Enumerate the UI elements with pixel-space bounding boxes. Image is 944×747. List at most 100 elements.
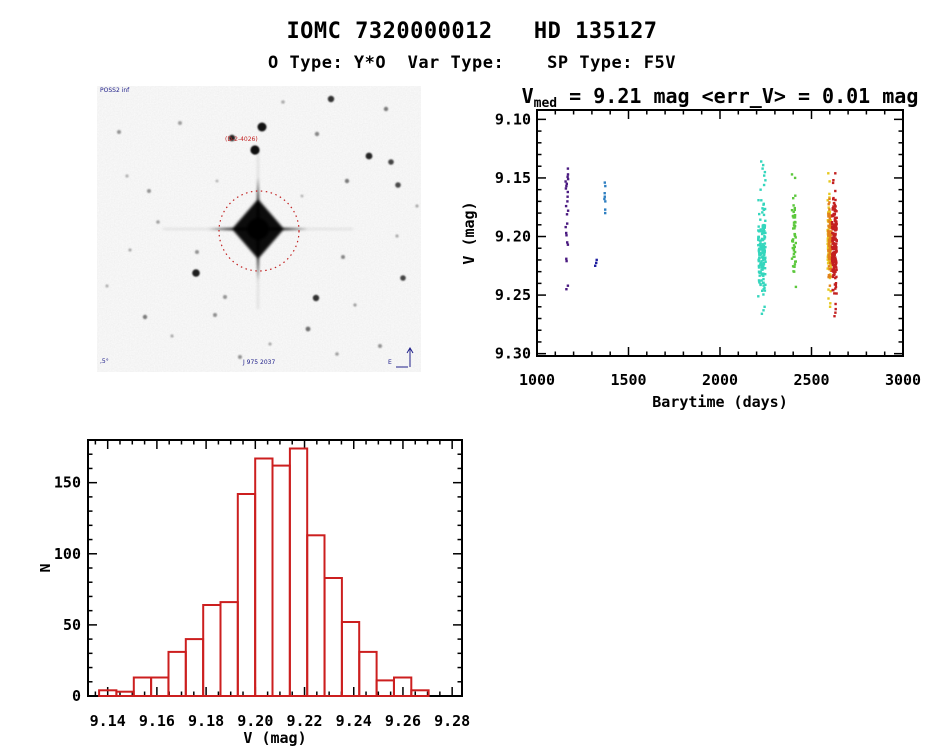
data-point (831, 255, 834, 258)
data-point (829, 247, 832, 250)
data-point (761, 243, 764, 246)
data-point (791, 238, 795, 241)
data-point (828, 241, 831, 244)
data-point (827, 254, 831, 257)
star (383, 106, 389, 112)
data-point (828, 262, 832, 265)
data-point (759, 188, 762, 191)
data-point (831, 268, 834, 272)
sky-image (97, 86, 421, 372)
data-point (763, 256, 767, 260)
data-point (833, 256, 836, 260)
data-point (826, 267, 829, 270)
star (335, 352, 339, 356)
scatter-cluster-obs-1371 (603, 181, 607, 215)
data-point (763, 286, 766, 289)
data-point (833, 247, 836, 251)
data-point (757, 266, 761, 269)
data-point (833, 269, 836, 272)
data-point (827, 249, 830, 252)
x-tick-label: 2000 (702, 371, 738, 389)
data-point (763, 207, 767, 211)
data-point (833, 213, 836, 216)
data-point (792, 249, 796, 252)
data-point (762, 309, 765, 312)
data-point (565, 184, 568, 188)
axes-box (536, 109, 904, 357)
data-point (760, 232, 764, 236)
data-point (793, 250, 797, 254)
data-point (564, 180, 567, 183)
data-point (828, 217, 831, 220)
data-point (832, 242, 835, 245)
data-point (763, 305, 766, 308)
star (195, 250, 199, 254)
data-point (564, 225, 567, 229)
star (156, 220, 160, 224)
data-point (829, 221, 832, 224)
x-tick-label: 1000 (519, 371, 555, 389)
page-title: IOMC 7320000012 HD 135127 (286, 19, 658, 44)
data-point (831, 236, 834, 239)
star (213, 313, 217, 317)
data-point (793, 233, 796, 236)
star (395, 234, 399, 238)
data-point (831, 225, 834, 229)
data-point (835, 261, 838, 264)
data-point (829, 275, 832, 278)
data-point (832, 223, 835, 226)
data-point (604, 200, 607, 203)
data-point (792, 197, 795, 200)
data-point (604, 211, 607, 215)
data-point (762, 288, 765, 291)
data-point (761, 272, 764, 275)
data-point (835, 239, 838, 242)
data-point (828, 180, 831, 183)
histogram-bar (236, 493, 257, 697)
histogram-bar (323, 577, 343, 697)
data-point (834, 172, 837, 175)
data-point (834, 232, 837, 236)
data-point (762, 277, 765, 281)
data-point (829, 253, 832, 257)
data-point (757, 236, 760, 239)
histogram-bar (306, 534, 326, 697)
data-point (761, 207, 764, 210)
data-point (826, 258, 829, 261)
star (415, 204, 419, 208)
data-point (791, 246, 794, 250)
data-point (603, 192, 606, 195)
data-point (794, 221, 797, 224)
data-point (829, 219, 832, 222)
data-point (828, 250, 832, 253)
x-tick-label: 9.16 (139, 712, 175, 730)
data-point (764, 231, 767, 235)
data-point (759, 245, 762, 248)
x-tick-label: 9.22 (286, 712, 322, 730)
data-point (831, 256, 834, 259)
data-point (829, 259, 832, 263)
data-point (566, 200, 569, 203)
data-point (564, 204, 568, 208)
data-point (763, 237, 766, 240)
data-point (828, 305, 832, 308)
data-point (827, 288, 830, 291)
x-axis-label: Barytime (days) (652, 393, 787, 411)
data-point (832, 234, 835, 237)
x-tick-label: 9.28 (434, 712, 470, 730)
data-point (834, 302, 837, 306)
data-point (831, 259, 834, 263)
data-point (792, 244, 796, 247)
histogram-bar (410, 689, 430, 697)
data-point (831, 258, 834, 261)
data-point (835, 210, 838, 213)
data-point (827, 213, 830, 216)
histogram-bar (393, 676, 413, 697)
data-point (835, 246, 838, 249)
data-point (828, 252, 832, 255)
data-point (790, 173, 794, 176)
x-tick-label: 1500 (610, 371, 646, 389)
data-point (832, 263, 835, 266)
data-point (762, 263, 766, 266)
data-point (833, 203, 837, 207)
